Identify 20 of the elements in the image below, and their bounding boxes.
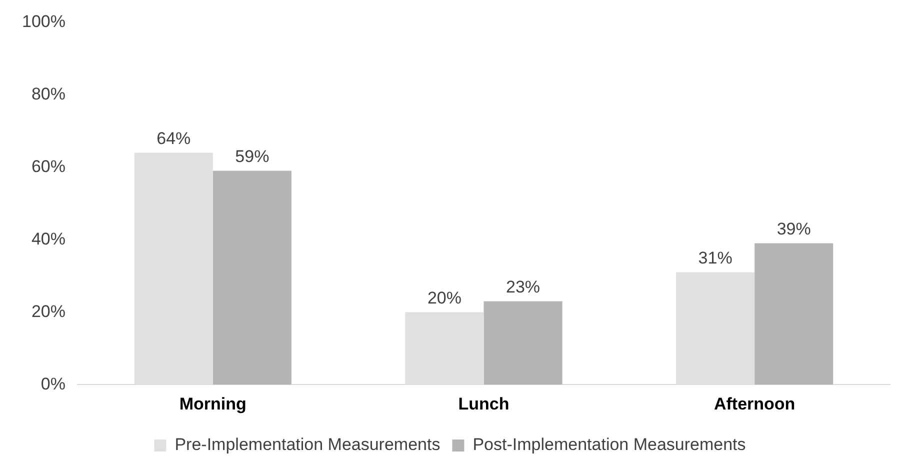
y-tick-label: 40% [31, 229, 66, 248]
x-tick-label: Morning [179, 394, 246, 414]
text: 59% [235, 146, 270, 166]
bar [484, 301, 562, 385]
y-tick-label: 80% [31, 84, 66, 104]
text: 39% [776, 219, 811, 238]
bar [212, 170, 292, 385]
y-tick-label: 60% [31, 156, 66, 176]
y-tick-label: 20% [31, 302, 66, 321]
text: 64% [156, 128, 191, 148]
text: 20% [427, 288, 462, 308]
y-tick-label: 100% [22, 12, 66, 31]
x-tick-label: Afternoon [714, 394, 796, 414]
y-tick-label: 0% [40, 374, 66, 394]
text: 23% [506, 277, 540, 296]
bar [754, 243, 834, 385]
x-tick-label: Lunch [458, 394, 510, 414]
legend-label: Pre-Implementation Measurements [174, 435, 440, 454]
legend-label: Post-Implementation Measurements [472, 435, 746, 454]
text: 31% [698, 248, 732, 268]
